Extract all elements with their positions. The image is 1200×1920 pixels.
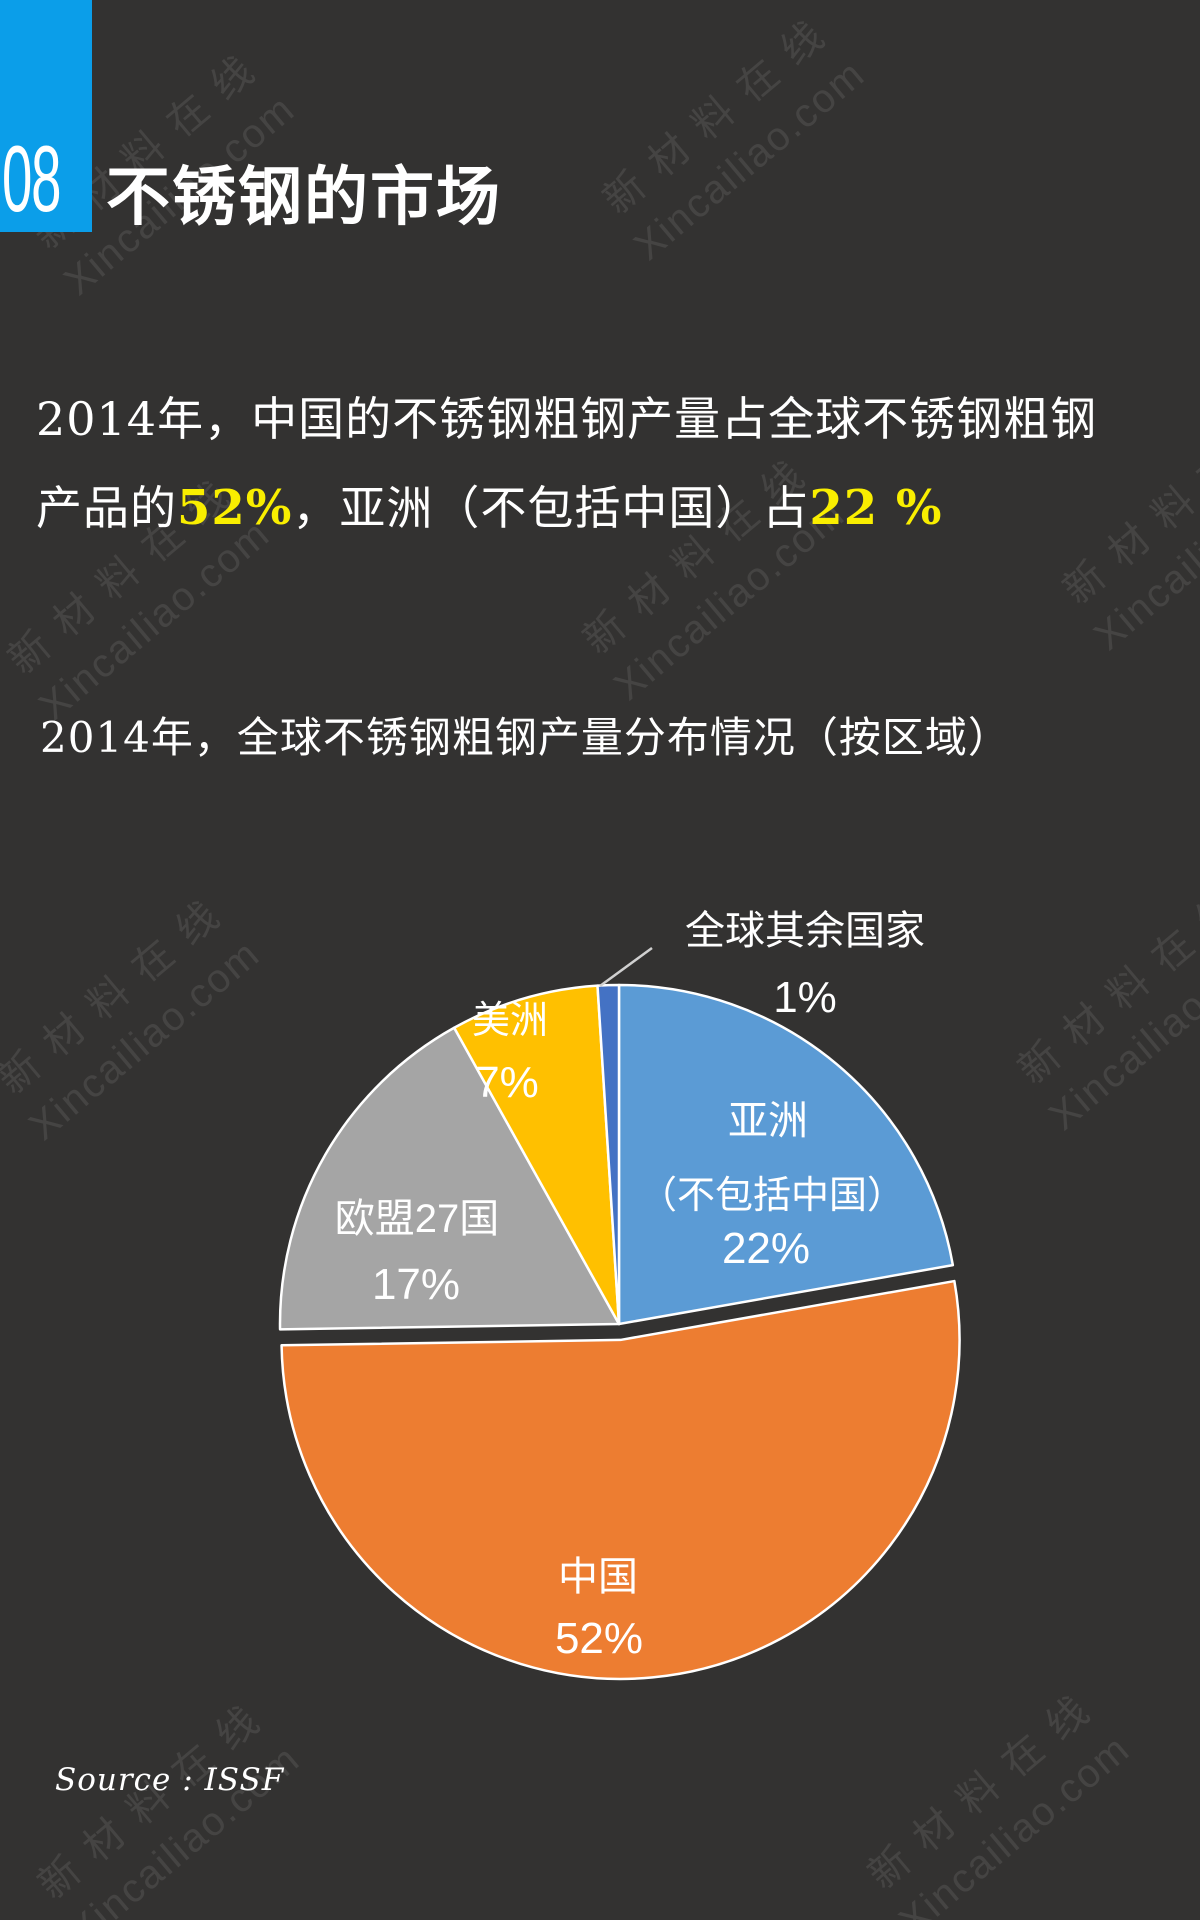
pie-slice-22%: [617, 983, 955, 1326]
highlight-china-share: 52%: [177, 480, 293, 536]
intro-line-1: 2014年，中国的不锈钢粗钢产量占全球不锈钢粗钢: [36, 383, 1176, 449]
pie-label-asia: 亚洲: [728, 1099, 808, 1143]
pie-label-china: 中国: [558, 1555, 638, 1599]
pie-pct-asia: 22%: [721, 1224, 811, 1273]
pie-label-asia-sub: （不包括中国）: [638, 1175, 906, 1217]
pie-slices: [278, 983, 961, 1681]
pie-label-rest-of-world: 全球其余国家: [685, 909, 925, 953]
intro-text-1: 年，中国的不锈钢粗钢产量占全球不锈钢粗钢: [157, 393, 1098, 445]
intro-year: 2014: [36, 392, 158, 446]
pie-label-eu27: 欧盟27国: [334, 1197, 500, 1241]
caption-year: 2014: [40, 713, 151, 762]
intro-text-2: 产品的: [36, 482, 177, 534]
pie-pct-americas: 7%: [475, 1058, 539, 1107]
pie-pct-eu27: 17%: [371, 1260, 461, 1309]
pie-label-americas: 美洲: [471, 1000, 549, 1042]
pie-slice-52%: [280, 1279, 961, 1681]
intro-text-3: ，亚洲（不包括中国）占: [292, 482, 810, 534]
section-number-box: 08: [0, 0, 92, 232]
pie-pct-china: 52%: [554, 1614, 644, 1663]
pie-slice-17%: [278, 1026, 621, 1331]
pie-slice-1%: [596, 983, 621, 1326]
pie-pct-rest-of-world: 1%: [773, 973, 837, 1022]
intro-line-2: 产品的52%，亚洲（不包括中国）占22 %: [36, 472, 1176, 538]
page-title: 不锈钢的市场: [106, 161, 502, 233]
section-number: 08: [2, 126, 61, 231]
chart-caption: 2014年，全球不锈钢粗钢产量分布情况（按区域）: [40, 704, 1011, 765]
caption-text: 年，全球不锈钢粗钢产量分布情况（按区域）: [150, 714, 1011, 761]
source-note: Source : ISSF: [55, 1762, 285, 1798]
highlight-asia-share: 22 %: [809, 480, 943, 536]
pie-slice-7%: [452, 984, 621, 1326]
leader-line-rest-of-world: [599, 946, 653, 988]
